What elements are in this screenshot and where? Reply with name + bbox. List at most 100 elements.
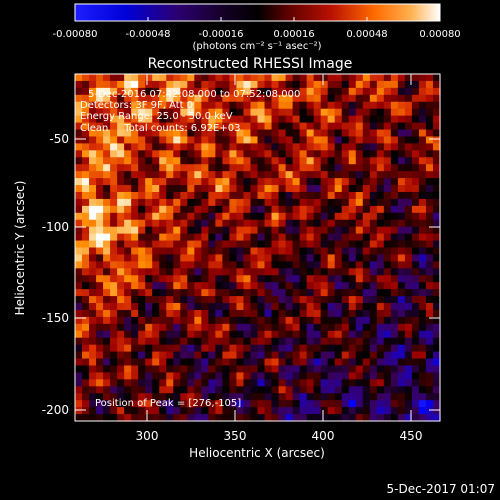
heatmap-cell bbox=[201, 296, 209, 304]
heatmap-cell bbox=[362, 268, 371, 276]
heatmap-cell bbox=[411, 212, 420, 221]
heatmap-cell bbox=[299, 164, 308, 172]
heatmap-cell bbox=[103, 101, 111, 110]
heatmap-cell bbox=[180, 309, 188, 318]
heatmap-cell bbox=[194, 344, 202, 353]
heatmap-cell bbox=[292, 129, 301, 138]
heatmap-cell bbox=[75, 309, 83, 318]
heatmap-cell bbox=[257, 205, 266, 214]
heatmap-cell bbox=[327, 337, 336, 346]
heatmap-cell bbox=[145, 351, 153, 360]
heatmap-cell bbox=[243, 219, 252, 228]
heatmap-cell bbox=[222, 351, 231, 360]
heatmap-cell bbox=[306, 219, 315, 228]
heatmap-cell bbox=[404, 94, 413, 103]
heatmap-cell bbox=[159, 282, 167, 290]
heatmap-cell bbox=[124, 178, 132, 186]
heatmap-cell bbox=[159, 303, 167, 311]
heatmap-cell bbox=[418, 379, 427, 387]
heatmap-cell bbox=[397, 122, 406, 131]
heatmap-cell bbox=[215, 296, 223, 304]
heatmap-cell bbox=[397, 289, 406, 297]
heatmap-cell bbox=[89, 303, 97, 311]
heatmap-cell bbox=[299, 129, 308, 138]
heatmap-cell bbox=[285, 122, 294, 131]
heatmap-cell bbox=[250, 198, 259, 207]
heatmap-cell bbox=[369, 393, 378, 401]
heatmap-cell bbox=[159, 226, 167, 235]
heatmap-cell bbox=[299, 240, 308, 249]
heatmap-cell bbox=[110, 136, 118, 144]
heatmap-cell bbox=[173, 261, 181, 269]
heatmap-cell bbox=[173, 372, 181, 380]
heatmap-cell bbox=[159, 191, 167, 200]
heatmap-cell bbox=[418, 268, 427, 276]
heatmap-cell bbox=[355, 365, 364, 374]
heatmap-cell bbox=[334, 115, 343, 124]
heatmap-cell bbox=[334, 157, 343, 165]
heatmap-cell bbox=[166, 268, 174, 276]
heatmap-cell bbox=[397, 80, 406, 89]
heatmap-cell bbox=[341, 143, 350, 151]
heatmap-cell bbox=[299, 233, 308, 242]
heatmap-cell bbox=[103, 296, 111, 304]
heatmap-cell bbox=[180, 386, 188, 394]
heatmap-cell bbox=[411, 143, 420, 151]
heatmap-cell bbox=[355, 351, 364, 360]
heatmap-cell bbox=[250, 240, 259, 249]
heatmap-cell bbox=[264, 150, 273, 158]
heatmap-cell bbox=[313, 386, 322, 394]
heatmap-cell bbox=[432, 414, 441, 422]
heatmap-cell bbox=[348, 80, 357, 89]
heatmap-cell bbox=[236, 296, 245, 304]
heatmap-cell bbox=[376, 129, 385, 138]
heatmap-cell bbox=[383, 323, 392, 332]
x-tick-label: 400 bbox=[312, 429, 335, 443]
heatmap-cell bbox=[292, 330, 301, 339]
heatmap-cell bbox=[306, 268, 315, 276]
heatmap-cell bbox=[334, 400, 343, 408]
heatmap-cell bbox=[292, 226, 301, 235]
heatmap-cell bbox=[404, 372, 413, 380]
heatmap-cell bbox=[117, 303, 125, 311]
heatmap-cell bbox=[397, 185, 406, 193]
heatmap-cell bbox=[362, 136, 371, 144]
heatmap-cell bbox=[306, 247, 315, 256]
heatmap-cell bbox=[75, 351, 83, 360]
heatmap-cell bbox=[222, 393, 231, 401]
heatmap-cell bbox=[292, 122, 301, 131]
heatmap-cell bbox=[96, 393, 104, 401]
heatmap-cell bbox=[327, 379, 336, 387]
heatmap-cell bbox=[173, 379, 181, 387]
heatmap-cell bbox=[348, 254, 357, 262]
heatmap-cell bbox=[299, 323, 308, 332]
heatmap-cell bbox=[306, 393, 315, 401]
heatmap-cell bbox=[390, 275, 399, 283]
heatmap-cell bbox=[355, 407, 364, 415]
heatmap-cell bbox=[257, 316, 266, 325]
heatmap-cell bbox=[369, 414, 378, 422]
heatmap-cell bbox=[411, 337, 420, 346]
heatmap-cell bbox=[173, 226, 181, 235]
heatmap-cell bbox=[425, 185, 434, 193]
heatmap-cell bbox=[180, 247, 188, 256]
heatmap-cell bbox=[194, 212, 202, 221]
heatmap-cell bbox=[411, 330, 420, 339]
heatmap-cell bbox=[313, 351, 322, 360]
heatmap-cell bbox=[432, 108, 441, 117]
heatmap-cell bbox=[124, 191, 132, 200]
heatmap-cell bbox=[299, 185, 308, 193]
heatmap-cell bbox=[124, 87, 132, 96]
heatmap-cell bbox=[362, 108, 371, 117]
heatmap-cell bbox=[229, 282, 238, 290]
heatmap-cell bbox=[320, 323, 329, 332]
heatmap-cell bbox=[145, 337, 153, 346]
heatmap-cell bbox=[145, 365, 153, 374]
heatmap-cell bbox=[187, 275, 195, 283]
heatmap-cell bbox=[278, 379, 287, 387]
heatmap-cell bbox=[369, 330, 378, 339]
heatmap-cell bbox=[243, 344, 252, 353]
heatmap-cell bbox=[75, 261, 83, 269]
footer-timestamp: 5-Dec-2017 01:07 bbox=[387, 482, 495, 496]
heatmap-cell bbox=[383, 365, 392, 374]
